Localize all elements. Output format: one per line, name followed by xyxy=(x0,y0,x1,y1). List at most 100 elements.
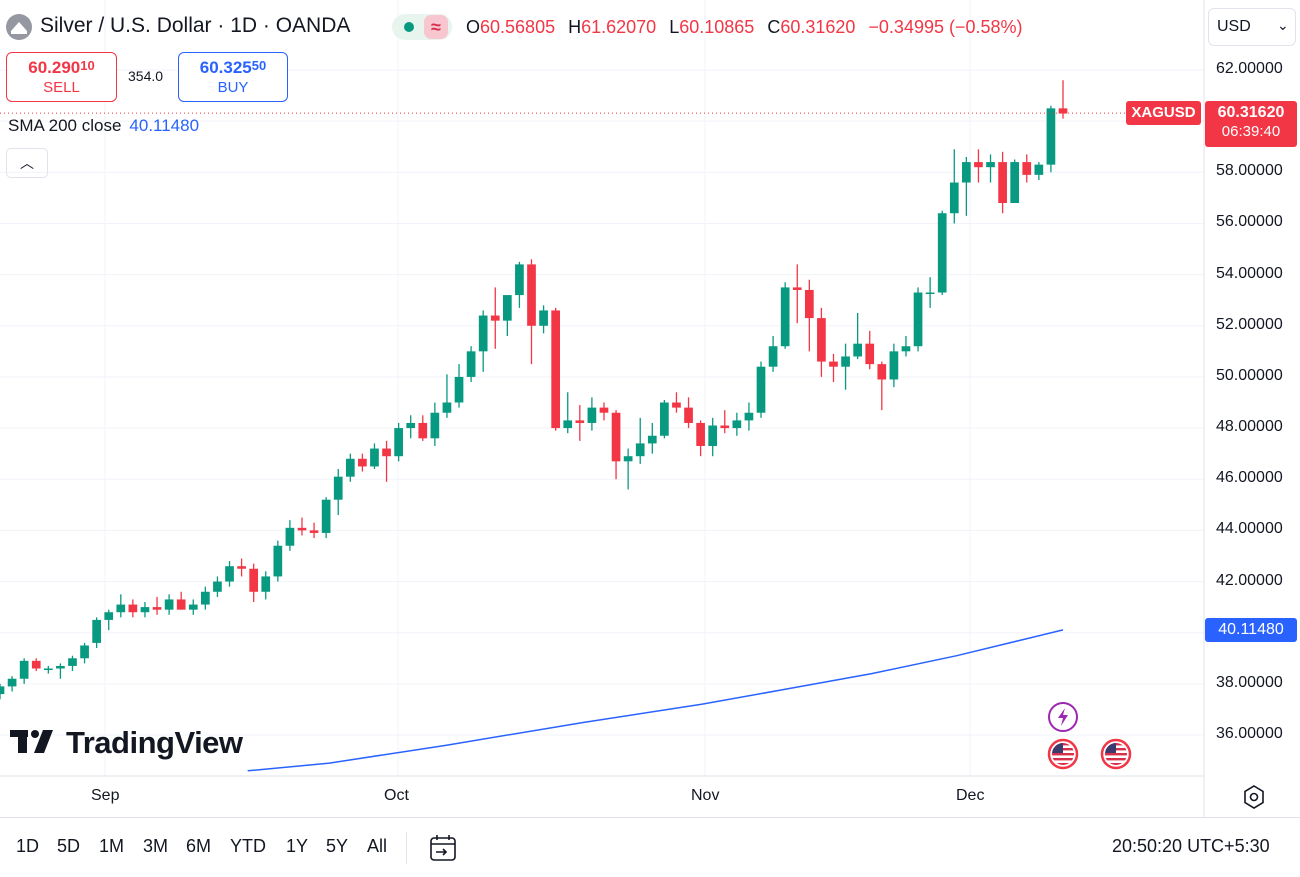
candle-body xyxy=(1046,108,1056,165)
candle xyxy=(804,279,814,352)
range-button-6m[interactable]: 6M xyxy=(186,836,212,856)
candle-body xyxy=(539,310,548,326)
currency-select[interactable]: USD ⌄ xyxy=(1208,8,1296,46)
sell-price: 60.290 xyxy=(28,58,81,77)
candle xyxy=(382,440,391,482)
us-flag-event-icon[interactable] xyxy=(1047,738,1079,770)
candle-body xyxy=(406,422,416,429)
candle-body xyxy=(937,213,947,293)
candle-body xyxy=(575,420,585,423)
candle-body xyxy=(7,678,17,687)
go-to-date-button[interactable] xyxy=(426,831,460,865)
price-axis-label: 42.00000 xyxy=(1216,571,1283,589)
range-button-1d[interactable]: 1D xyxy=(16,836,40,856)
price-axis-label: 58.00000 xyxy=(1216,162,1283,180)
candle xyxy=(744,402,754,431)
range-button-1m[interactable]: 1M xyxy=(99,836,125,856)
candle xyxy=(56,663,65,679)
candle-body xyxy=(56,665,65,669)
candle xyxy=(0,683,5,700)
candle-body xyxy=(974,162,983,168)
candle-body xyxy=(418,422,428,439)
candle xyxy=(176,591,186,610)
candle-body xyxy=(696,422,705,446)
bottom-toolbar: 1D 5D 1M 3M 6M YTD 1Y 5Y All 20:50:20 UTC+5:30 xyxy=(0,817,1300,877)
timezone-clock[interactable]: 20:50:20 UTC+5:30 xyxy=(1112,836,1270,856)
candle xyxy=(527,259,536,365)
time-axis-label: Nov xyxy=(691,787,720,804)
buy-button[interactable]: 60.32550 BUY xyxy=(178,52,288,102)
market-status[interactable]: ≈ xyxy=(392,14,452,40)
candle-body xyxy=(68,658,77,666)
sma-legend[interactable]: SMA 200 close 40.11480 xyxy=(8,116,199,136)
last-price-value: 60.31620 xyxy=(1217,104,1285,121)
chevron-down-icon: ⌄ xyxy=(1277,17,1289,33)
candle xyxy=(925,277,935,308)
range-button-all[interactable]: All xyxy=(367,836,388,856)
candle xyxy=(418,415,428,441)
candle xyxy=(865,330,875,370)
candle-body xyxy=(804,289,814,319)
candle xyxy=(321,497,331,539)
candle xyxy=(466,346,476,383)
candle xyxy=(877,361,887,411)
candle xyxy=(575,405,585,441)
us-flag-event-icon[interactable] xyxy=(1100,738,1132,770)
candle-body xyxy=(551,310,561,429)
candle xyxy=(708,417,718,457)
range-button-3m[interactable]: 3M xyxy=(143,836,169,856)
candle-body xyxy=(358,458,367,467)
spread-value: 354.0 xyxy=(128,68,164,84)
candle xyxy=(515,261,524,308)
candle-body xyxy=(708,425,718,446)
range-button-5d[interactable]: 5D xyxy=(57,836,81,856)
candle-body xyxy=(321,499,331,533)
time-axis-label: Sep xyxy=(91,787,120,804)
candle-body xyxy=(104,612,114,620)
candle xyxy=(406,415,416,439)
candle-body xyxy=(430,412,440,439)
silver-symbol-icon xyxy=(6,14,32,40)
sell-button[interactable]: 60.29010 SELL xyxy=(6,52,117,102)
change-value: −0.34995 (−0.58%) xyxy=(868,17,1023,37)
candle xyxy=(684,397,693,429)
price-axis-label: 52.00000 xyxy=(1216,315,1283,333)
candle xyxy=(563,392,573,434)
tradingview-mark-icon xyxy=(10,730,53,753)
wave-icon: ≈ xyxy=(424,15,448,39)
candle-body xyxy=(394,428,403,457)
candle xyxy=(756,361,766,418)
sell-label: SELL xyxy=(43,79,80,96)
candle-body xyxy=(176,599,186,610)
market-open-dot-icon xyxy=(404,22,414,32)
lightning-event-icon[interactable] xyxy=(1047,701,1079,733)
candle-body xyxy=(647,435,657,444)
candle xyxy=(962,156,971,216)
range-button-1y[interactable]: 1Y xyxy=(286,836,309,856)
open-label: O xyxy=(466,17,481,37)
candle xyxy=(599,402,609,421)
candle xyxy=(430,402,440,446)
candle xyxy=(998,151,1007,214)
candle xyxy=(732,412,742,436)
sell-price-fraction: 10 xyxy=(80,58,95,73)
price-axis-label: 56.00000 xyxy=(1216,213,1283,231)
candle xyxy=(792,264,802,324)
candle xyxy=(780,282,790,349)
candle-body xyxy=(201,591,210,605)
candle-body xyxy=(913,292,923,347)
symbol-title[interactable]: Silver / U.S. Dollar · 1D · OANDA xyxy=(40,14,351,37)
candle xyxy=(974,149,983,183)
candle-body xyxy=(164,599,174,610)
candle-body xyxy=(744,412,754,421)
candle-body xyxy=(986,162,995,168)
collapse-legend-button[interactable]: ︿ xyxy=(6,148,48,178)
range-button-5y[interactable]: 5Y xyxy=(326,836,349,856)
candle xyxy=(1010,159,1020,203)
chart-settings-button[interactable] xyxy=(1240,783,1268,811)
candle-body xyxy=(756,366,766,413)
candle xyxy=(68,655,77,672)
candle xyxy=(768,336,778,372)
range-button-ytd[interactable]: YTD xyxy=(230,836,266,856)
